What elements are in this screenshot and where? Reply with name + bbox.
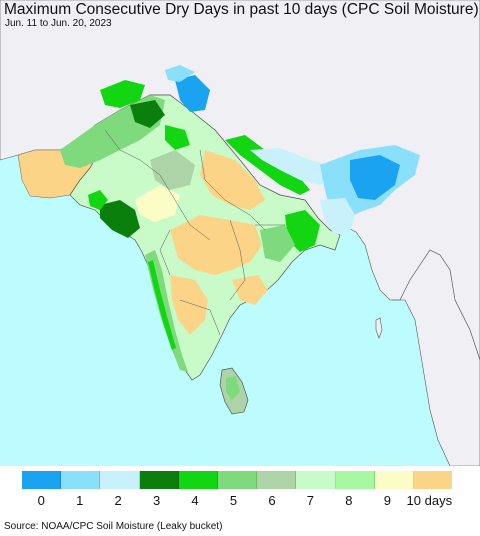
legend-swatch	[217, 471, 258, 489]
legend-label: 4	[191, 493, 199, 508]
legend-label: 7	[306, 493, 315, 508]
map	[0, 0, 480, 466]
dry-patch-north	[200, 150, 265, 210]
land-southeast-asia	[392, 249, 480, 466]
legend-swatch	[22, 471, 62, 489]
north-bright-green-2	[165, 125, 190, 150]
legend-swatch	[61, 471, 101, 489]
legend-colorbar	[22, 471, 453, 489]
kutch-dark-green	[100, 200, 140, 238]
legend-labels: 0 1 2 3 4 5 6 7 8 9 10 days	[22, 493, 452, 511]
legend-label: 1	[76, 493, 84, 508]
legend-swatch	[139, 471, 179, 489]
legend-swatch	[257, 471, 297, 489]
date-range: Jun. 11 to Jun. 20, 2023	[5, 18, 112, 29]
legend-swatch	[100, 471, 140, 489]
source-note: Source: NOAA/CPC Soil Moisture (Leaky bu…	[4, 521, 223, 532]
legend-label: 3	[152, 493, 161, 508]
legend-swatch	[296, 471, 336, 489]
legend-label: 0	[37, 493, 45, 508]
legend-label: 2	[114, 493, 122, 508]
kashmir-wet	[175, 75, 210, 112]
west-coast-bright	[148, 260, 176, 350]
legend-label: 8	[345, 493, 353, 508]
sri-lanka-dry	[226, 376, 240, 400]
internal-borders	[104, 129, 285, 336]
page-title: Maximum Consecutive Dry Days in past 10 …	[4, 1, 479, 18]
himalaya-green	[225, 135, 310, 195]
north-bright-green	[100, 80, 145, 108]
legend-label: 10 days	[406, 493, 453, 508]
legend-label: 9	[383, 493, 391, 508]
legend-label: 6	[268, 493, 276, 508]
legend-swatch	[335, 471, 375, 489]
legend-label: 5	[229, 493, 238, 508]
patch-9-days	[135, 185, 180, 222]
east-mid-green	[260, 225, 295, 262]
nepal-light-blue	[250, 148, 335, 185]
andaman-islands	[375, 317, 383, 339]
kashmir-light-blue	[165, 65, 195, 82]
east-green	[285, 210, 320, 252]
northeast-deep-blue	[350, 155, 400, 200]
legend-swatch	[413, 471, 453, 489]
dry-patch-deccan	[232, 275, 268, 305]
central-grey-green	[150, 150, 195, 190]
bangladesh-wet	[320, 198, 355, 235]
north-dark-green	[130, 100, 165, 128]
kutch-bright	[88, 190, 108, 210]
legend-swatch	[178, 471, 218, 489]
dry-patch-central	[170, 215, 262, 275]
legend-swatch	[374, 471, 414, 489]
dry-patch-south	[170, 275, 208, 335]
